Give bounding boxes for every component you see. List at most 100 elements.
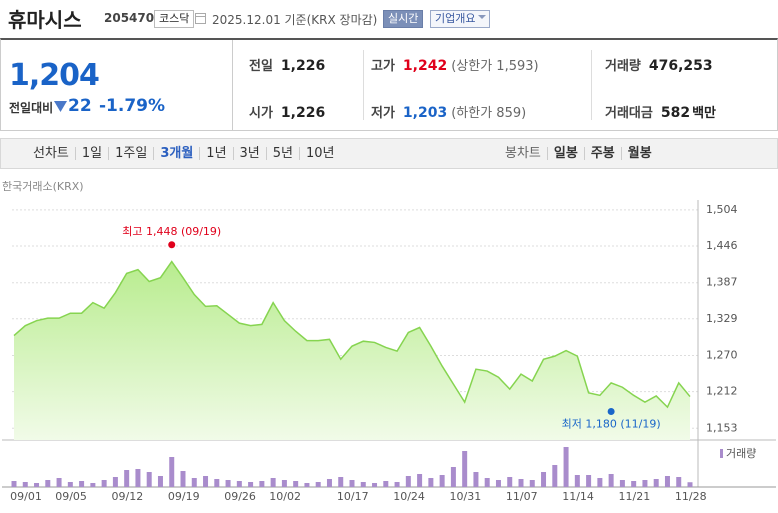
period-tab[interactable]: 1주일 bbox=[109, 147, 155, 160]
field-label: 전일 bbox=[249, 59, 273, 74]
x-tick-label: 10/02 bbox=[269, 490, 301, 503]
field-value: 1,203 bbox=[402, 105, 448, 121]
field-label: 시가 bbox=[249, 106, 273, 121]
volume-bar bbox=[124, 470, 130, 487]
field-note: (하한가 859) bbox=[451, 106, 527, 121]
x-tick-label: 10/17 bbox=[337, 490, 369, 503]
period-tab[interactable]: 10년 bbox=[306, 146, 335, 161]
y-tick-label: 1,329 bbox=[706, 312, 738, 325]
calendar-icon bbox=[195, 13, 206, 24]
volume-bar bbox=[338, 477, 344, 487]
field-label: 저가 bbox=[371, 106, 395, 121]
volume-bar bbox=[608, 474, 614, 487]
volume-bar bbox=[439, 475, 445, 487]
company-button[interactable]: 기업개요 bbox=[430, 10, 491, 28]
period-tab[interactable]: 1일 bbox=[76, 147, 110, 160]
volume-bar bbox=[180, 471, 186, 487]
price-line bbox=[13, 260, 691, 409]
y-tick-label: 1,387 bbox=[706, 276, 738, 289]
x-tick-label: 10/31 bbox=[450, 490, 482, 503]
volume-bar bbox=[135, 469, 141, 487]
tab-bar: 선차트 1일 1주일 3개월 1년 3년 5년 10년 봉차트 일봉 주봉 월봉 bbox=[0, 138, 778, 169]
period-tab[interactable]: 3개월 bbox=[154, 147, 201, 160]
change-label: 전일대비 bbox=[9, 101, 54, 115]
volume-bar bbox=[22, 482, 28, 487]
realtime-button[interactable]: 실시간 bbox=[383, 10, 424, 28]
volume-bar bbox=[214, 479, 220, 487]
volume-bar bbox=[112, 477, 118, 487]
candle-tab[interactable]: 월봉 bbox=[627, 146, 652, 161]
y-tick-label: 1,270 bbox=[706, 349, 738, 362]
volume-bar bbox=[676, 477, 682, 487]
volume-bar bbox=[574, 475, 580, 487]
field-value: 1,242 bbox=[402, 58, 448, 74]
volume-bar bbox=[462, 451, 468, 487]
volume-bar bbox=[394, 482, 400, 487]
annotation-dot bbox=[607, 407, 615, 415]
volume-bar bbox=[248, 482, 254, 487]
field-label: 거래량 bbox=[605, 59, 641, 74]
volume-legend: 거래량 bbox=[726, 447, 756, 460]
volume-bar bbox=[383, 481, 389, 487]
volume-bar bbox=[270, 478, 276, 487]
volume-bar bbox=[326, 479, 332, 487]
field: 시가 1,226 bbox=[249, 102, 325, 121]
price: 1,204 bbox=[9, 58, 100, 93]
y-tick-label: 1,504 bbox=[706, 203, 738, 216]
x-tick-label: 11/28 bbox=[675, 490, 707, 503]
y-tick-label: 1,212 bbox=[706, 385, 738, 398]
market-badge: 코스닥 bbox=[154, 10, 195, 28]
volume-bar bbox=[45, 480, 51, 487]
volume-bar bbox=[236, 481, 242, 487]
volume-bar bbox=[11, 481, 17, 487]
volume-bar bbox=[293, 481, 299, 487]
field-value: 1,226 bbox=[280, 58, 326, 74]
volume-bar bbox=[349, 480, 355, 487]
volume-bar bbox=[541, 472, 547, 487]
volume-bar bbox=[259, 481, 265, 487]
field: 전일 1,226 bbox=[249, 55, 325, 74]
volume-bar bbox=[428, 478, 434, 487]
period-tab[interactable]: 1년 bbox=[200, 147, 234, 160]
candle-tab[interactable]: 주봉 bbox=[585, 147, 622, 160]
volume-bar bbox=[631, 481, 637, 487]
volume-bar bbox=[56, 478, 62, 487]
volume-bar bbox=[34, 483, 40, 487]
source-label: 한국거래소(KRX) bbox=[2, 180, 84, 193]
volume-bar bbox=[79, 481, 85, 487]
field-label: 고가 bbox=[371, 59, 395, 74]
volume-bar bbox=[518, 479, 524, 487]
volume-bar bbox=[687, 482, 693, 487]
price-area bbox=[14, 261, 690, 440]
x-tick-label: 11/07 bbox=[506, 490, 538, 503]
date: 2025.12.01 기준(KRX 장마감) bbox=[212, 13, 378, 27]
stock-name: 휴마시스 bbox=[8, 8, 82, 32]
candle-tab[interactable]: 일봉 bbox=[548, 147, 585, 160]
down-triangle bbox=[54, 101, 67, 112]
volume-bar bbox=[372, 483, 378, 487]
volume-bar bbox=[417, 474, 423, 487]
volume-legend-swatch bbox=[720, 449, 723, 458]
tab-label: 봉차트 bbox=[499, 147, 548, 160]
volume-bar bbox=[304, 483, 310, 487]
volume-bar bbox=[473, 472, 479, 487]
x-tick-label: 09/26 bbox=[224, 490, 256, 503]
company-label: 기업개요 bbox=[435, 12, 476, 25]
period-tab[interactable]: 5년 bbox=[267, 147, 300, 160]
field-note: (상한가 1,593) bbox=[451, 59, 539, 74]
field-label: 거래대금 bbox=[605, 106, 653, 121]
annotation-label: 최고 1,448 (09/19) bbox=[122, 225, 221, 238]
dropdown-arrow bbox=[478, 15, 487, 23]
x-tick-label: 09/12 bbox=[112, 490, 144, 503]
summary-panel: 1,204 전일대비 22 -1.79% 전일 1,226 고가 1,242 (상한가 … bbox=[0, 38, 778, 131]
y-tick-label: 1,153 bbox=[706, 421, 738, 434]
field: 저가 1,203 (하한가 859) bbox=[371, 102, 526, 121]
period-tab[interactable]: 3년 bbox=[234, 147, 267, 160]
volume-bar bbox=[495, 480, 501, 487]
volume-bar bbox=[157, 476, 163, 487]
divider bbox=[232, 40, 233, 130]
volume-bar bbox=[315, 482, 321, 487]
volume-bar bbox=[653, 479, 659, 487]
field-value: 582 bbox=[660, 105, 691, 121]
